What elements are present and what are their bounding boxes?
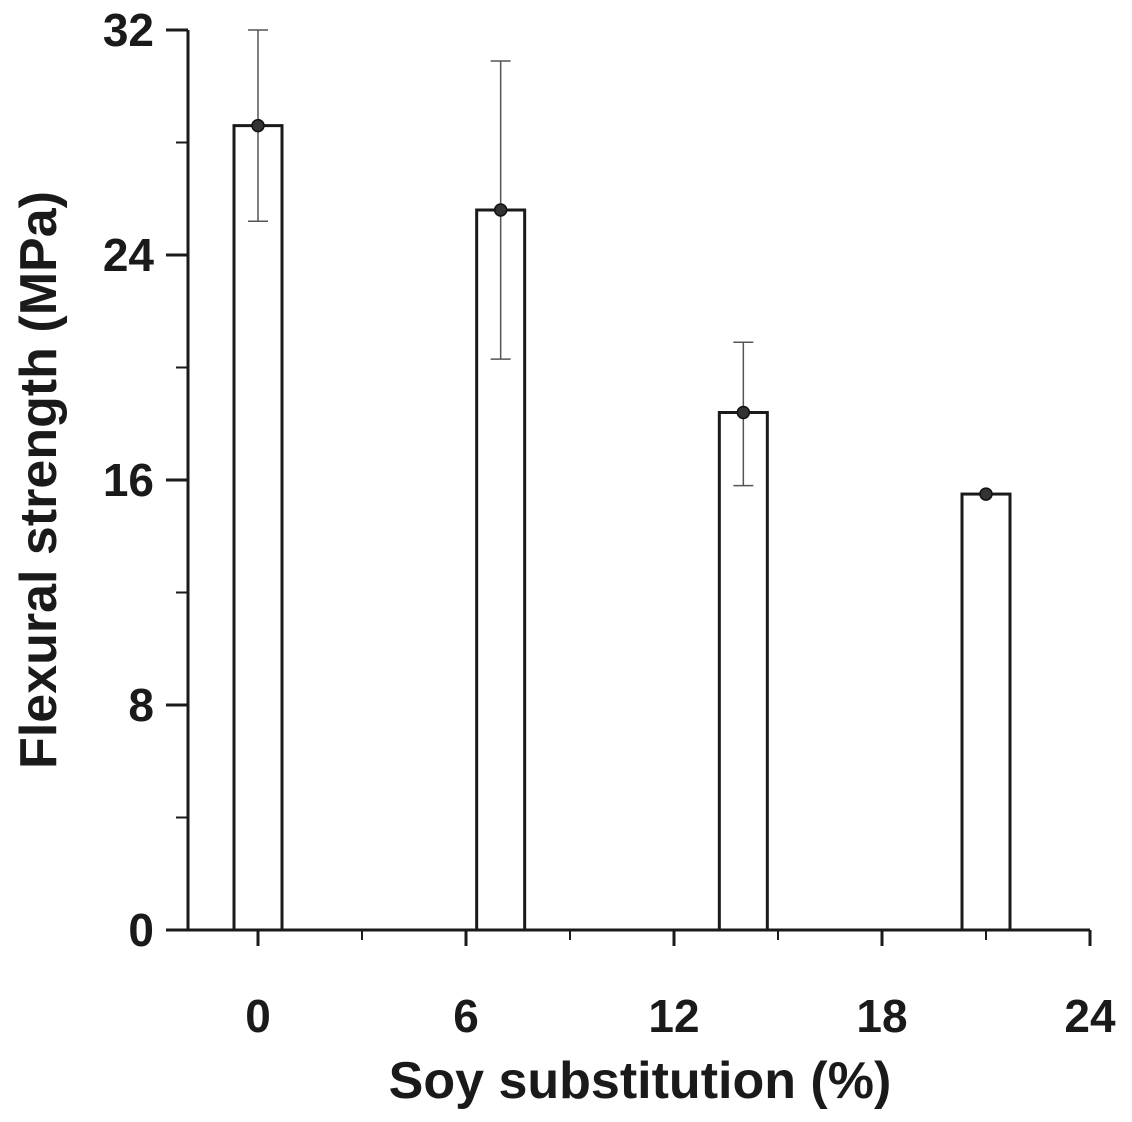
data-point [737,407,749,419]
bar [234,126,282,930]
x-tick-label: 12 [648,990,699,1042]
data-point [252,120,264,132]
x-axis-title: Soy substitution (%) [389,1052,892,1110]
x-tick-label: 18 [856,990,907,1042]
y-tick-label: 32 [103,4,154,56]
y-tick-label: 24 [103,229,155,281]
x-tick-label: 6 [453,990,479,1042]
y-tick-label: 16 [103,454,154,506]
x-tick-label: 24 [1064,990,1116,1042]
plot-area [234,30,1010,930]
bar [719,413,767,931]
x-tick-label: 0 [245,990,271,1042]
y-axis-title: Flexural strength (MPa) [10,191,68,769]
y-tick-label: 8 [128,679,154,731]
bar [962,494,1010,930]
data-point [980,488,992,500]
data-point [495,204,507,216]
y-tick-label: 0 [128,904,154,956]
